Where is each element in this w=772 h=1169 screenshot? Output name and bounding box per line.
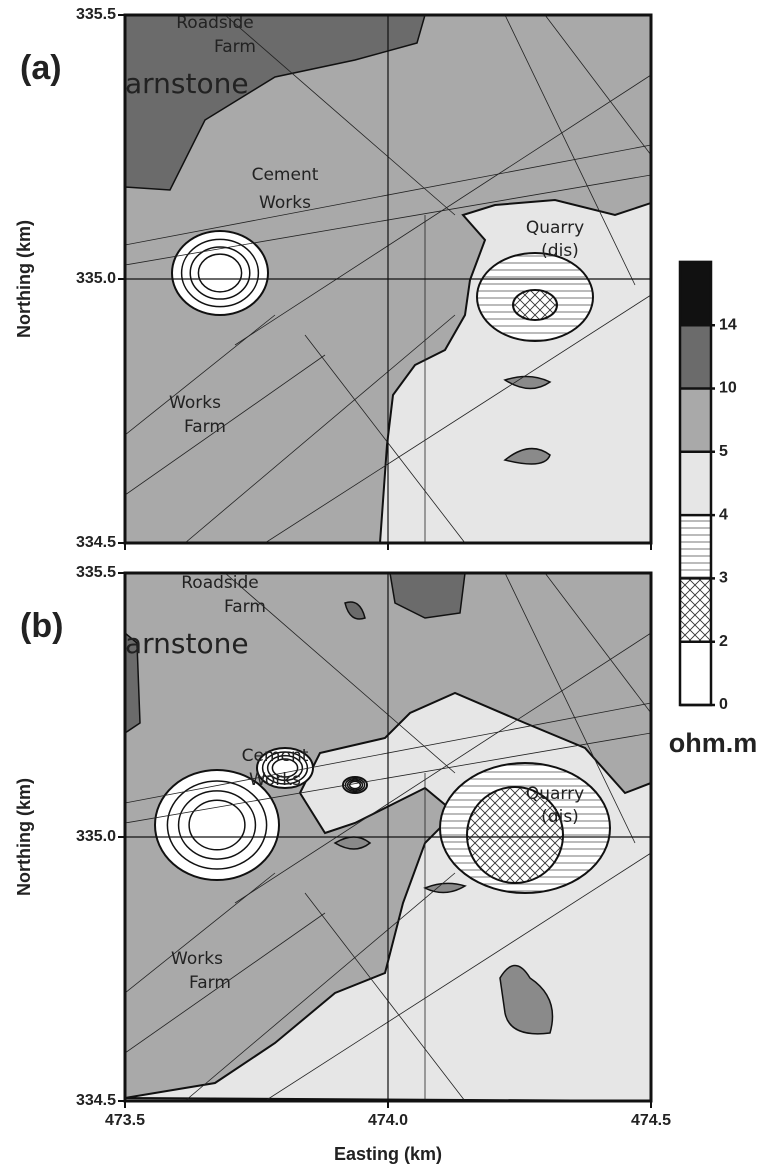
y-tick-label: 335.5 <box>76 6 116 23</box>
figure: Easting (km) ohm.m Roadside Farm arnstone C… <box>0 0 772 1169</box>
y-axis-label: Northing (km) <box>14 220 34 338</box>
map-panel: Roadside Farm arnstone Cement Works Quarry (di… <box>14 564 671 1129</box>
place-name: Cement <box>242 746 309 766</box>
colorbar-label: 2 <box>719 633 728 650</box>
colorbar-label: 4 <box>719 506 728 523</box>
colorbar-band <box>680 452 711 515</box>
resistivity-very-low <box>172 231 268 315</box>
colorbar-label: 0 <box>719 696 728 713</box>
place-name: Works <box>259 193 311 213</box>
panel-label: (a) <box>20 49 62 87</box>
place-name: arnstone <box>125 627 249 660</box>
place-name: Farm <box>224 597 266 617</box>
colorbar-band <box>680 389 711 452</box>
place-name: Works <box>171 949 223 969</box>
place-name: Works <box>249 770 301 790</box>
x-tick-label: 473.5 <box>105 1112 145 1129</box>
y-tick-label: 334.5 <box>76 534 116 551</box>
map-panel: RoadsideFarmarnstoneCementWorksQuarry(di… <box>14 6 651 551</box>
place-name: Farm <box>184 417 226 437</box>
colorbar-band <box>680 262 711 325</box>
place-name: Farm <box>214 37 256 57</box>
y-axis-label: Northing (km) <box>14 778 34 896</box>
place-name: Roadside <box>181 573 259 593</box>
place-name: arnstone <box>125 67 249 100</box>
y-tick-label: 335.0 <box>76 828 116 845</box>
y-tick-label: 334.5 <box>76 1092 116 1109</box>
place-name: Farm <box>189 973 231 993</box>
colorbar-label: 5 <box>719 443 728 460</box>
colorbar-label: 10 <box>719 380 737 397</box>
place-name: Cement <box>252 165 319 185</box>
x-tick-label: 474.5 <box>631 1112 671 1129</box>
colorbar-band <box>680 325 711 388</box>
y-tick-label: 335.0 <box>76 270 116 287</box>
colorbar-band <box>680 578 711 641</box>
resistivity-2-3 <box>513 290 557 320</box>
panel-label: (b) <box>20 607 63 645</box>
place-name: (dis) <box>541 807 579 827</box>
place-name: Quarry <box>526 784 584 804</box>
colorbar-unit: ohm.m <box>669 728 758 758</box>
y-tick-label: 335.5 <box>76 564 116 581</box>
page: {"axes": {"x_label": "Easting (km)", "y_… <box>0 0 772 1169</box>
colorbar-band <box>680 642 711 705</box>
x-axis-label: Easting (km) <box>334 1144 442 1164</box>
place-name: (dis) <box>541 241 579 261</box>
colorbar-label: 3 <box>719 570 728 587</box>
x-tick-label: 474.0 <box>368 1112 408 1129</box>
colorbar-label: 14 <box>719 316 737 333</box>
colorbar-band <box>680 515 711 578</box>
place-name: Works <box>169 393 221 413</box>
place-name: Quarry <box>526 218 584 238</box>
